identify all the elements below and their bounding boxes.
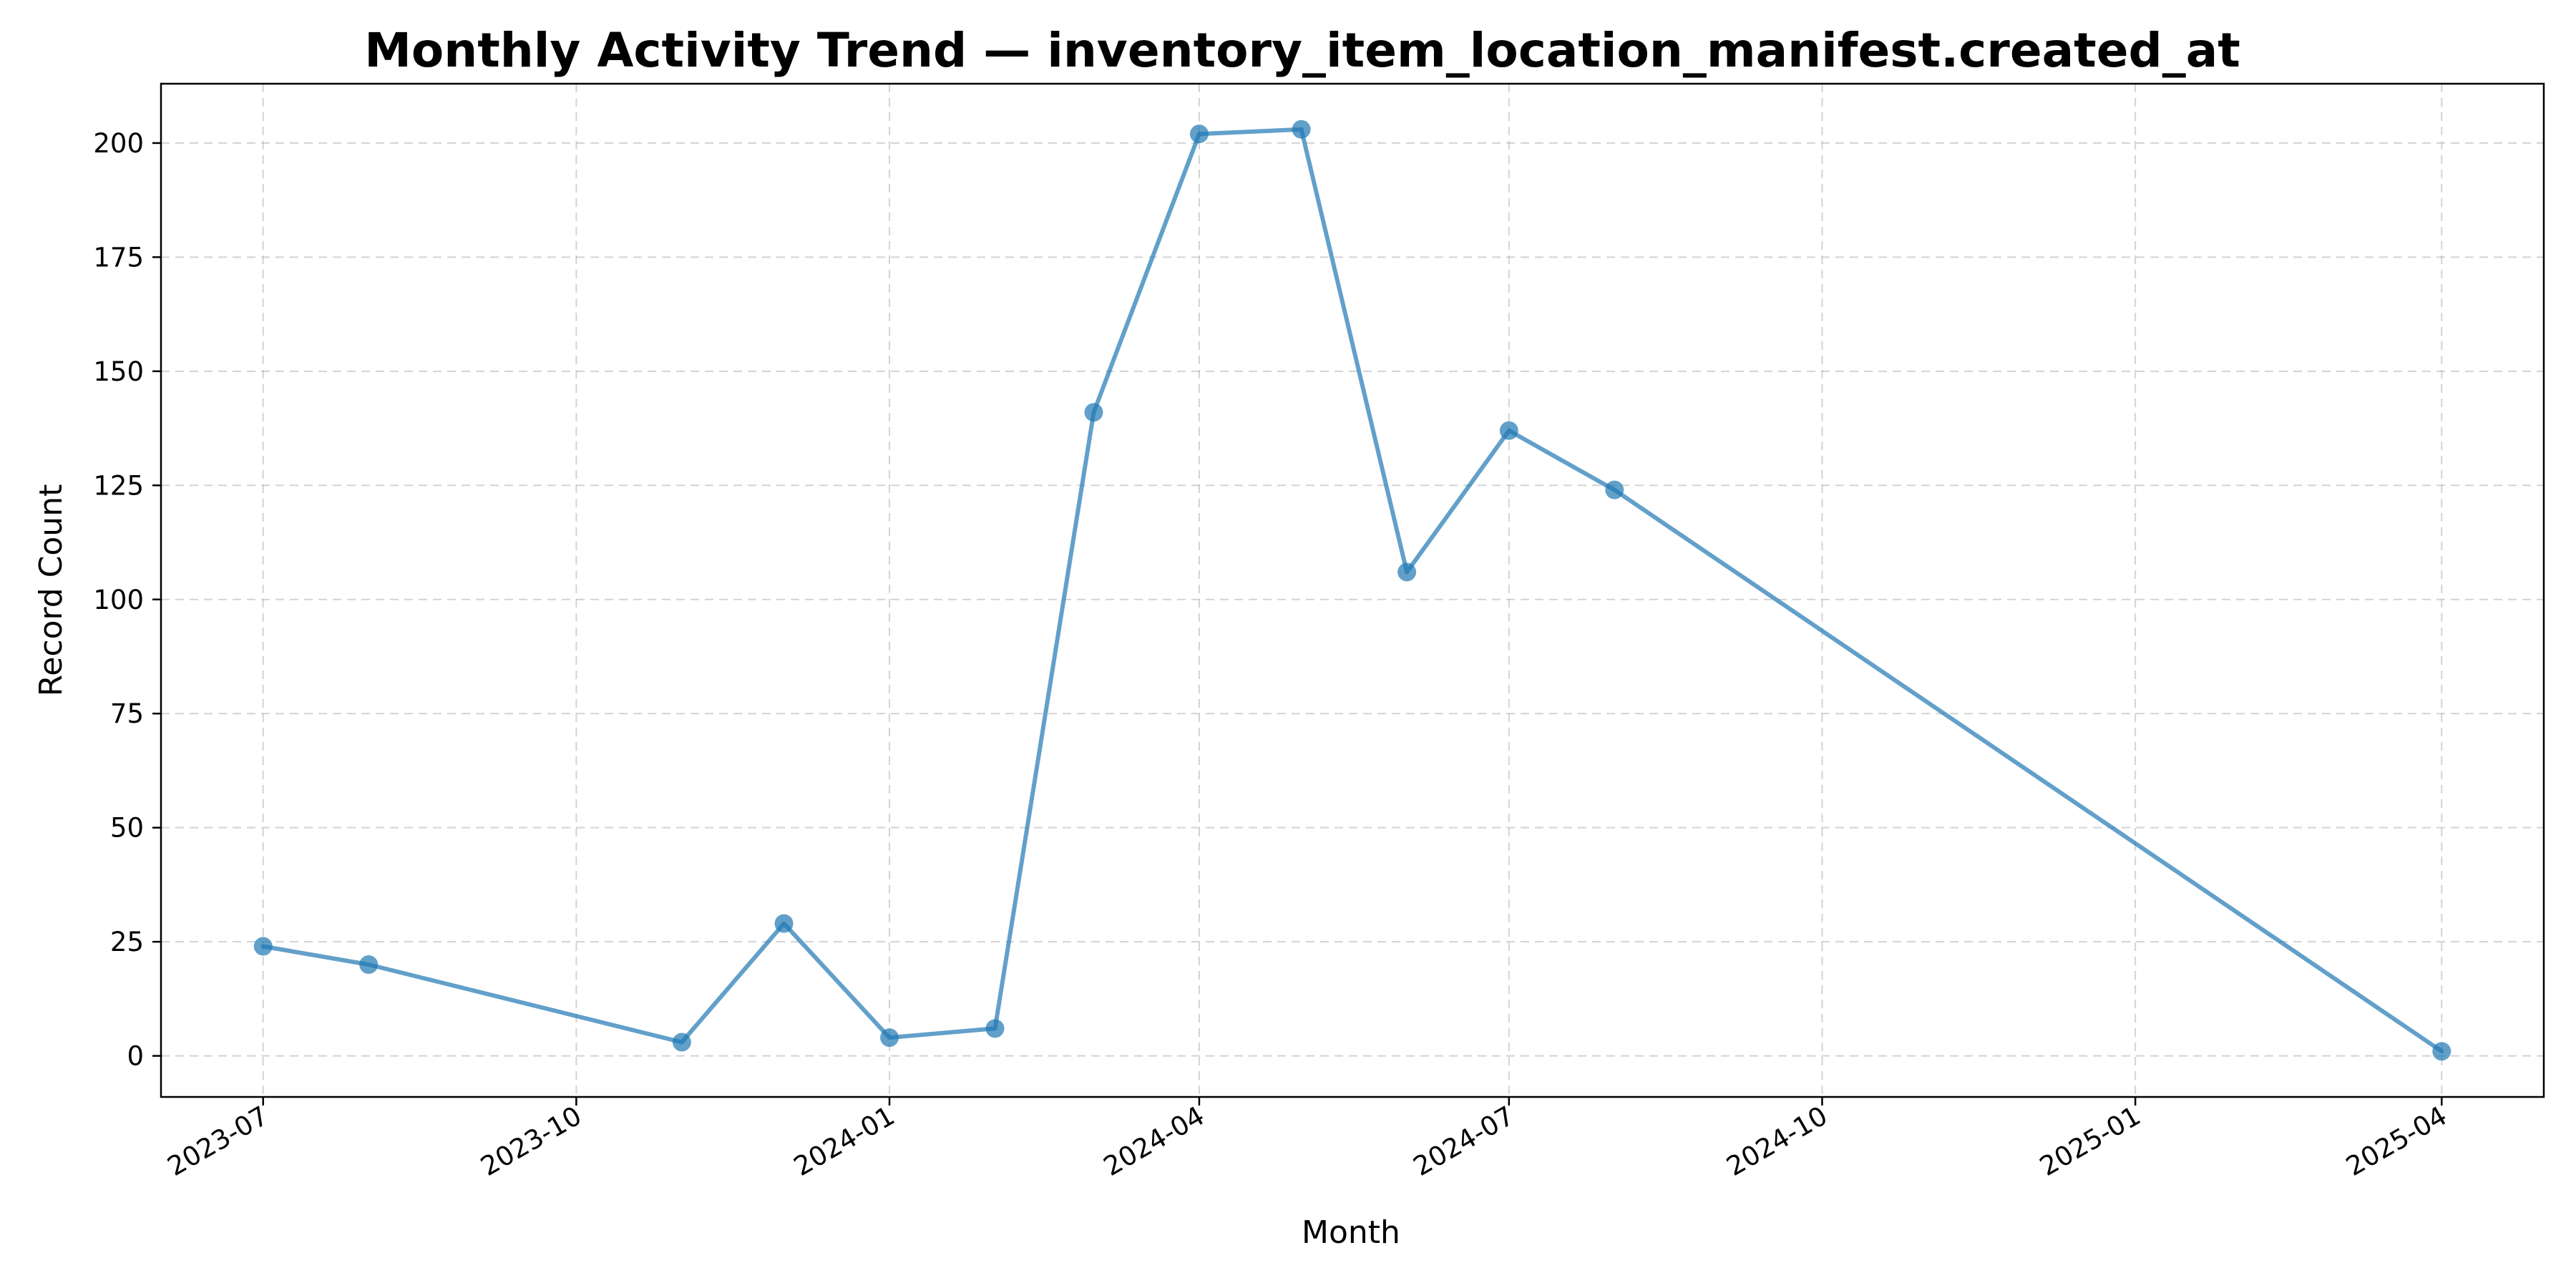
data-point — [985, 1019, 1005, 1038]
chart-title: Monthly Activity Trend — inventory_item_… — [364, 23, 2240, 78]
data-point — [253, 937, 273, 956]
x-tick-label: 2025-01 — [2034, 1101, 2145, 1183]
data-point — [672, 1033, 691, 1052]
y-tick-label: 50 — [110, 813, 144, 844]
y-tick-label: 0 — [127, 1041, 144, 1072]
y-axis: 0 25 50 75 100 125 150 175 200 — [93, 128, 161, 1072]
y-tick-label: 175 — [93, 242, 144, 273]
x-tick-label: 2023-07 — [162, 1101, 273, 1183]
x-tick-label: 2024-10 — [1722, 1101, 1833, 1183]
x-axis-label: Month — [1302, 1214, 1400, 1251]
grid — [161, 84, 2544, 1097]
series-line — [260, 127, 2444, 1054]
y-tick-label: 75 — [110, 698, 144, 729]
data-point — [1397, 562, 1417, 582]
x-tick-label: 2024-04 — [1098, 1101, 1209, 1183]
plot-area — [160, 82, 2545, 1098]
data-point — [1189, 125, 1209, 144]
data-point — [359, 955, 379, 975]
y-axis-label: Record Count — [33, 484, 69, 697]
data-point — [2432, 1042, 2451, 1061]
data-point — [774, 914, 794, 933]
x-axis: 2023-07 2023-10 2024-01 2024-04 2024-07 2024-… — [162, 1097, 2452, 1182]
y-tick-label: 200 — [93, 128, 144, 159]
x-tick-label: 2025-04 — [2341, 1101, 2451, 1183]
y-tick-label: 100 — [93, 585, 144, 615]
data-point — [1499, 421, 1518, 440]
data-point — [1605, 480, 1624, 499]
y-tick-label: 125 — [93, 470, 144, 501]
y-tick-label: 150 — [93, 356, 144, 387]
x-tick-label: 2023-10 — [475, 1101, 586, 1183]
series-layer — [253, 119, 2451, 1061]
x-tick-label: 2024-07 — [1408, 1101, 1519, 1183]
y-tick-label: 25 — [110, 927, 144, 957]
data-point — [1292, 119, 1311, 139]
data-point — [1084, 403, 1103, 422]
x-tick-label: 2024-01 — [789, 1101, 899, 1183]
data-point — [880, 1028, 899, 1048]
